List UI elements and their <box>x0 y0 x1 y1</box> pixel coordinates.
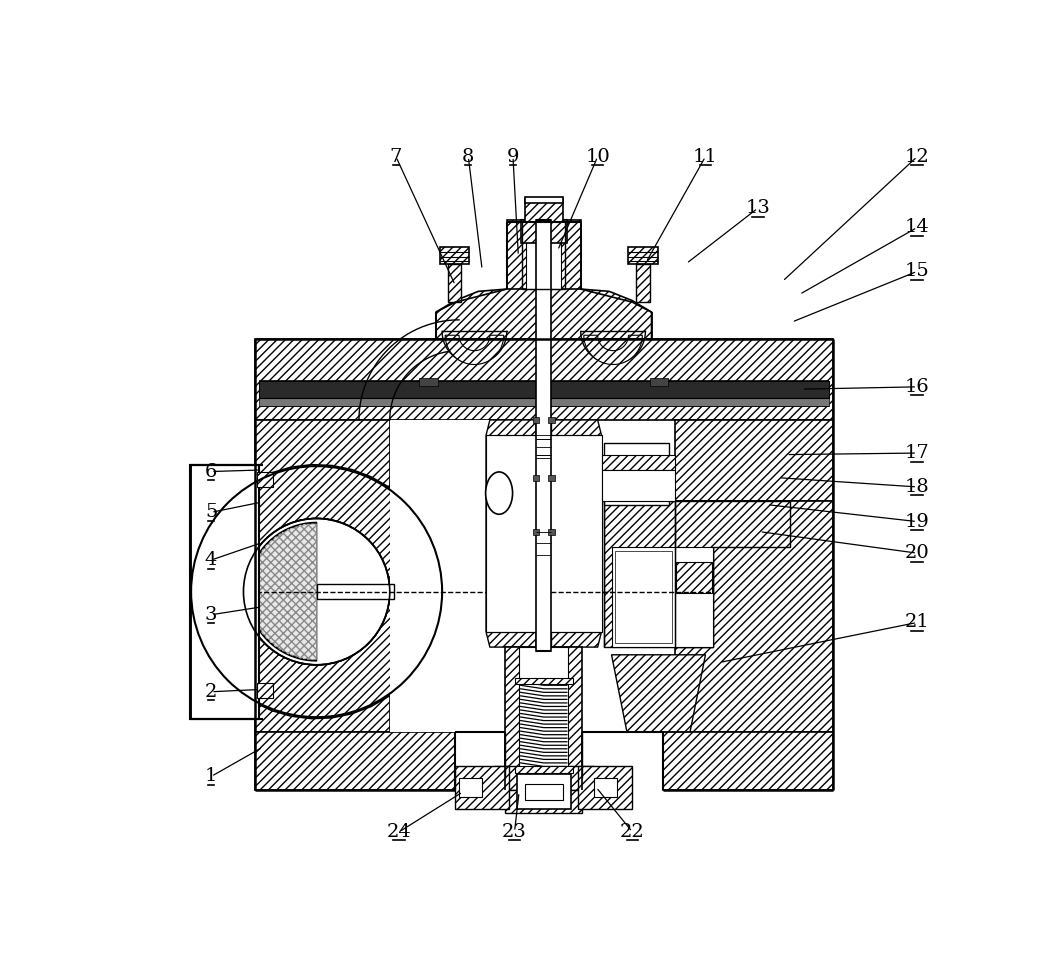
Polygon shape <box>584 335 643 365</box>
Polygon shape <box>436 220 651 339</box>
Polygon shape <box>675 501 791 648</box>
Bar <box>536 220 551 651</box>
Bar <box>517 774 570 809</box>
Circle shape <box>244 518 389 665</box>
Text: 23: 23 <box>502 823 527 841</box>
Bar <box>520 220 567 243</box>
Bar <box>259 399 829 406</box>
Text: 11: 11 <box>693 148 718 166</box>
Bar <box>594 778 617 797</box>
Polygon shape <box>601 455 675 470</box>
Bar <box>636 263 650 302</box>
Bar <box>257 472 272 487</box>
Bar <box>525 785 563 800</box>
Bar <box>506 220 581 290</box>
Bar <box>675 547 713 648</box>
Polygon shape <box>486 420 536 648</box>
Text: 8: 8 <box>462 148 475 166</box>
Text: 16: 16 <box>904 378 930 396</box>
Polygon shape <box>247 522 317 661</box>
Text: 13: 13 <box>746 199 770 217</box>
Polygon shape <box>445 335 503 365</box>
Polygon shape <box>612 655 705 731</box>
Circle shape <box>244 518 389 665</box>
Bar <box>317 584 394 599</box>
Text: 14: 14 <box>904 218 930 236</box>
Bar <box>189 464 259 719</box>
Text: 17: 17 <box>904 444 930 462</box>
Polygon shape <box>494 766 594 789</box>
Bar <box>257 682 272 698</box>
Ellipse shape <box>485 472 513 514</box>
Text: 3: 3 <box>205 606 217 623</box>
Polygon shape <box>189 464 259 509</box>
Text: 7: 7 <box>389 148 402 166</box>
Bar <box>515 766 573 773</box>
Bar <box>439 247 469 263</box>
Polygon shape <box>255 339 832 420</box>
Polygon shape <box>189 675 259 719</box>
Bar <box>548 475 554 481</box>
Bar <box>533 475 539 481</box>
Polygon shape <box>675 501 832 731</box>
Polygon shape <box>389 420 520 539</box>
Text: 21: 21 <box>904 614 930 631</box>
Polygon shape <box>255 420 389 731</box>
Text: 6: 6 <box>205 462 217 481</box>
Bar <box>486 435 601 632</box>
Bar <box>612 547 675 648</box>
Bar <box>525 199 563 222</box>
Bar <box>419 378 437 386</box>
Polygon shape <box>675 420 832 501</box>
Polygon shape <box>455 766 509 809</box>
Text: 15: 15 <box>904 262 930 281</box>
Text: 5: 5 <box>205 504 217 521</box>
Polygon shape <box>663 731 832 789</box>
Bar <box>603 443 669 505</box>
Bar <box>548 529 554 535</box>
Polygon shape <box>551 420 601 648</box>
Bar <box>505 789 582 813</box>
Text: 22: 22 <box>620 823 645 841</box>
Polygon shape <box>189 464 259 719</box>
Bar <box>650 378 668 386</box>
Bar <box>389 420 520 731</box>
Text: 24: 24 <box>386 823 412 841</box>
Bar <box>520 681 567 766</box>
Bar <box>677 563 712 593</box>
Bar <box>526 220 562 290</box>
Bar <box>533 529 539 535</box>
Text: 12: 12 <box>904 148 930 166</box>
Polygon shape <box>603 501 713 648</box>
Polygon shape <box>255 731 455 789</box>
Bar <box>519 648 568 789</box>
Bar <box>548 417 554 423</box>
Text: 4: 4 <box>205 551 217 569</box>
Bar <box>515 677 573 684</box>
Text: 1: 1 <box>205 767 217 786</box>
Bar <box>459 778 482 797</box>
Bar <box>259 381 829 399</box>
Polygon shape <box>601 470 675 501</box>
Text: 19: 19 <box>904 512 930 531</box>
Bar <box>525 197 563 203</box>
Bar <box>448 263 462 302</box>
Text: 18: 18 <box>904 478 930 496</box>
Bar <box>615 551 671 644</box>
Polygon shape <box>190 465 444 719</box>
Text: 20: 20 <box>904 544 930 563</box>
Text: 9: 9 <box>506 148 519 166</box>
Text: 10: 10 <box>585 148 610 166</box>
Bar <box>533 417 539 423</box>
Text: 2: 2 <box>205 683 217 701</box>
Bar <box>629 247 658 263</box>
Polygon shape <box>249 524 317 659</box>
Polygon shape <box>579 766 632 809</box>
Bar <box>505 648 582 789</box>
